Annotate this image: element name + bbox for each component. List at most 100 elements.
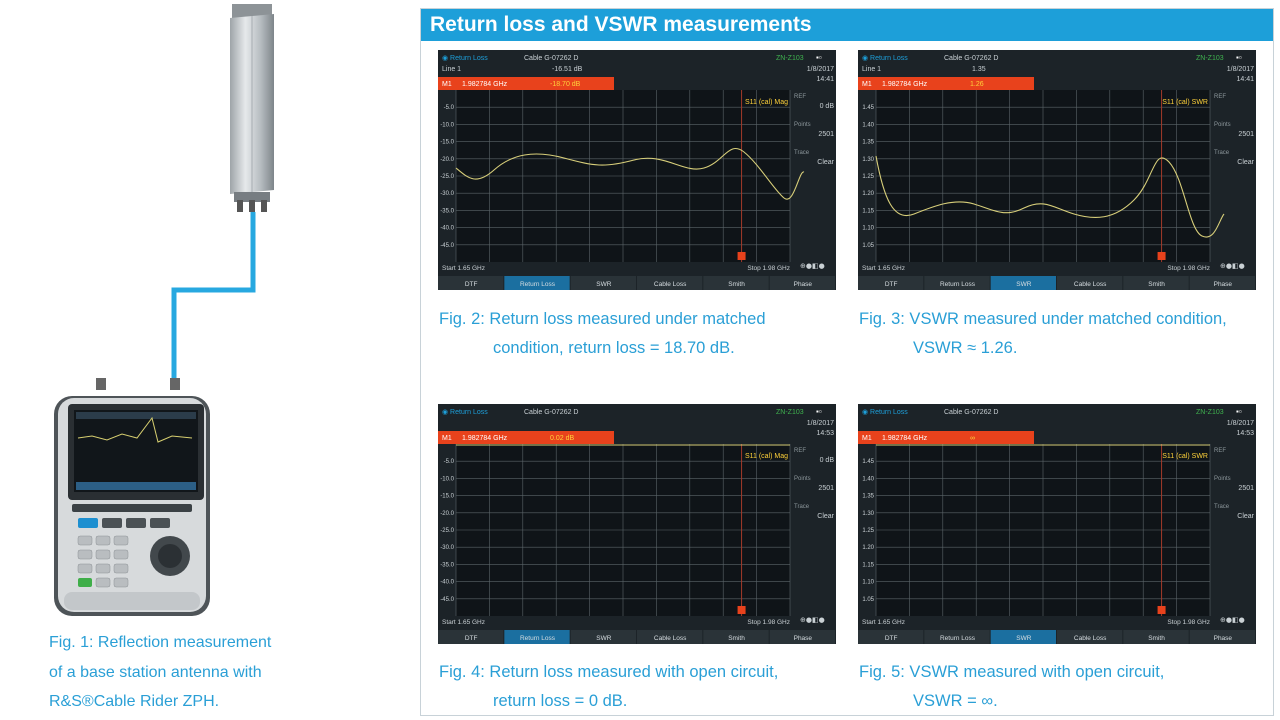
date-label: 1/8/2017 — [807, 66, 834, 73]
marker-value: 1.26 — [970, 81, 984, 88]
status-icons: ⊕●◧● — [1220, 262, 1245, 270]
mode-tab-label: Cable Loss — [654, 635, 687, 642]
mode-label: ◉ Return Loss — [442, 55, 488, 62]
mode-tab-label: Return Loss — [940, 635, 976, 642]
feeder-cable — [171, 212, 256, 380]
mode-tab[interactable] — [858, 630, 924, 644]
mode-tab-label: DTF — [885, 635, 898, 642]
mode-tab[interactable] — [1189, 630, 1255, 644]
mode-tab[interactable] — [570, 276, 636, 290]
y-tick-label: -10.0 — [440, 476, 454, 482]
mode-tab-label: Return Loss — [520, 635, 556, 642]
y-tick-label: 1.25 — [862, 174, 874, 180]
y-tick-label: 1.40 — [862, 476, 874, 482]
mode-tab-label: Cable Loss — [1074, 281, 1107, 288]
mode-tab[interactable] — [637, 630, 703, 644]
mode-tab[interactable] — [438, 630, 504, 644]
start-label: Start 1.65 GHz — [442, 619, 485, 626]
y-tick-label: -30.0 — [440, 545, 454, 551]
mode-tab[interactable] — [703, 276, 769, 290]
figure1-caption-line2: of a base station antenna with — [49, 663, 262, 681]
mode-tab[interactable] — [1189, 276, 1255, 290]
cable-label: Cable G-07262 D — [944, 409, 998, 416]
y-tick-label: 1.35 — [862, 140, 874, 146]
mode-tab-label: DTF — [465, 281, 478, 288]
line-value: 1.35 — [972, 66, 986, 73]
line-label: Line 1 — [442, 66, 461, 73]
date-label: 1/8/2017 — [807, 420, 834, 427]
battery-icon: ▪▫ — [816, 53, 822, 62]
mode-tab[interactable] — [438, 276, 504, 290]
mode-tab-label: Phase — [794, 281, 813, 288]
stop-label: Stop 1.98 GHz — [1167, 265, 1210, 272]
mode-tab[interactable] — [924, 276, 990, 290]
mode-tab[interactable] — [504, 630, 570, 644]
analyzer-screen-svg: ◉ Return Loss Cable G-07262 D ZN-Z103 ▪▫ Lin… — [438, 50, 836, 290]
date-label: 1/8/2017 — [1227, 66, 1254, 73]
mode-tab-label: Smith — [1148, 281, 1165, 288]
figure1-caption-line3: R&S®Cable Rider ZPH. — [49, 693, 220, 710]
y-tick-label: 1.20 — [862, 545, 874, 551]
device-label: ZN-Z103 — [1196, 55, 1224, 62]
marker-freq: 1.982784 GHz — [882, 81, 928, 88]
mode-tab[interactable] — [703, 630, 769, 644]
mode-tab[interactable] — [769, 276, 835, 290]
mode-tab[interactable] — [1057, 630, 1123, 644]
mode-tab[interactable] — [858, 276, 924, 290]
mode-tab-label: Smith — [728, 281, 745, 288]
mode-tab[interactable] — [990, 630, 1056, 644]
base-station-antenna — [230, 4, 274, 212]
trace-mode-value: Clear — [1237, 513, 1254, 520]
date-label: 1/8/2017 — [1227, 420, 1254, 427]
marker-value: 0.02 dB — [550, 435, 574, 442]
mode-tab[interactable] — [769, 630, 835, 644]
figure3-caption-line2: VSWR ≈ 1.26. — [913, 339, 1018, 357]
marker-handle — [737, 252, 746, 260]
figure4-caption-line2: return loss = 0 dB. — [493, 692, 628, 710]
trace-mode-value: Clear — [817, 513, 834, 520]
mode-tab-label: Return Loss — [520, 281, 556, 288]
ref-label: REF — [1214, 448, 1226, 454]
marker-handle — [1157, 606, 1166, 614]
trace-mode-value: Clear — [1237, 159, 1254, 166]
points-label: Points — [794, 122, 811, 128]
figure2-caption: Fig. 2: Return loss measured under match… — [439, 305, 839, 363]
mode-tab-label: SWR — [1016, 281, 1031, 288]
figure5-caption: Fig. 5: VSWR measured with open circuit,… — [859, 658, 1259, 716]
cable-label: Cable G-07262 D — [524, 409, 578, 416]
figure2-caption-line1: Fig. 2: Return loss measured under match… — [439, 310, 766, 328]
y-tick-label: -40.0 — [440, 580, 454, 586]
mode-tab[interactable] — [1123, 276, 1189, 290]
points-value: 2501 — [818, 485, 834, 492]
y-tick-label: -45.0 — [440, 597, 454, 603]
start-label: Start 1.65 GHz — [862, 265, 905, 272]
mode-tab[interactable] — [1057, 276, 1123, 290]
mode-tab-label: SWR — [596, 635, 611, 642]
figure4-caption: Fig. 4: Return loss measured with open c… — [439, 658, 839, 716]
marker-bar — [858, 431, 1034, 444]
mode-tab[interactable] — [990, 276, 1056, 290]
mode-tab[interactable] — [504, 276, 570, 290]
figure5-caption-line2: VSWR = ∞. — [913, 692, 998, 710]
line-label: Line 1 — [862, 66, 881, 73]
figure1-area: Fig. 1: Reflection measurement of a base… — [0, 0, 400, 720]
trace-mode-label: Trace — [794, 150, 810, 156]
mode-tab[interactable] — [1123, 630, 1189, 644]
figure4-caption-line1: Fig. 4: Return loss measured with open c… — [439, 663, 779, 681]
mode-tab[interactable] — [570, 630, 636, 644]
y-tick-label: 1.30 — [862, 511, 874, 517]
mode-label: ◉ Return Loss — [862, 409, 908, 416]
figure1-caption-line1: Fig. 1: Reflection measurement — [49, 634, 272, 651]
screen-fig4: ◉ Return Loss Cable G-07262 D ZN-Z103 ▪▫ 1/8… — [438, 404, 836, 644]
y-tick-label: -20.0 — [440, 511, 454, 517]
mode-tab-label: Phase — [794, 635, 813, 642]
mode-tab[interactable] — [924, 630, 990, 644]
battery-icon: ▪▫ — [816, 407, 822, 416]
y-tick-label: 1.10 — [862, 580, 874, 586]
device-label: ZN-Z103 — [776, 55, 804, 62]
mode-tab-label: Cable Loss — [1074, 635, 1107, 642]
device-label: ZN-Z103 — [1196, 409, 1224, 416]
points-label: Points — [794, 476, 811, 482]
mode-tab[interactable] — [637, 276, 703, 290]
battery-icon: ▪▫ — [1236, 53, 1242, 62]
